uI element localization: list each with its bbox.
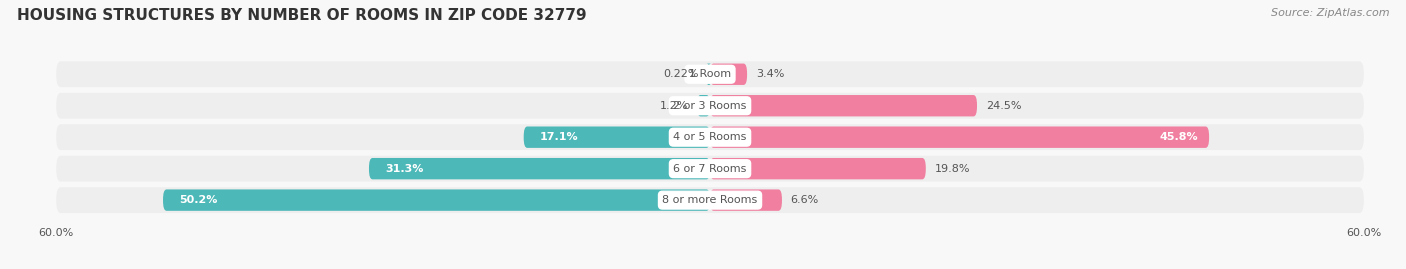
Text: 17.1%: 17.1% — [540, 132, 579, 142]
FancyBboxPatch shape — [697, 95, 710, 116]
Text: HOUSING STRUCTURES BY NUMBER OF ROOMS IN ZIP CODE 32779: HOUSING STRUCTURES BY NUMBER OF ROOMS IN… — [17, 8, 586, 23]
FancyBboxPatch shape — [710, 63, 747, 85]
Text: 3.4%: 3.4% — [756, 69, 785, 79]
FancyBboxPatch shape — [56, 187, 1364, 213]
FancyBboxPatch shape — [710, 95, 977, 116]
Text: 4 or 5 Rooms: 4 or 5 Rooms — [673, 132, 747, 142]
FancyBboxPatch shape — [710, 126, 1209, 148]
Text: 1.2%: 1.2% — [659, 101, 689, 111]
Text: 31.3%: 31.3% — [385, 164, 423, 174]
FancyBboxPatch shape — [56, 156, 1364, 182]
FancyBboxPatch shape — [523, 126, 710, 148]
FancyBboxPatch shape — [56, 93, 1364, 119]
Text: 2 or 3 Rooms: 2 or 3 Rooms — [673, 101, 747, 111]
Text: 6 or 7 Rooms: 6 or 7 Rooms — [673, 164, 747, 174]
FancyBboxPatch shape — [368, 158, 710, 179]
FancyBboxPatch shape — [710, 189, 782, 211]
Text: Source: ZipAtlas.com: Source: ZipAtlas.com — [1271, 8, 1389, 18]
Text: 19.8%: 19.8% — [935, 164, 970, 174]
Text: 50.2%: 50.2% — [180, 195, 218, 205]
FancyBboxPatch shape — [163, 189, 710, 211]
FancyBboxPatch shape — [710, 158, 925, 179]
Text: 45.8%: 45.8% — [1160, 132, 1198, 142]
FancyBboxPatch shape — [707, 63, 711, 85]
Text: 24.5%: 24.5% — [986, 101, 1021, 111]
Text: 8 or more Rooms: 8 or more Rooms — [662, 195, 758, 205]
Text: 1 Room: 1 Room — [689, 69, 731, 79]
Text: 0.22%: 0.22% — [664, 69, 699, 79]
FancyBboxPatch shape — [56, 124, 1364, 150]
Text: 6.6%: 6.6% — [790, 195, 818, 205]
FancyBboxPatch shape — [56, 61, 1364, 87]
